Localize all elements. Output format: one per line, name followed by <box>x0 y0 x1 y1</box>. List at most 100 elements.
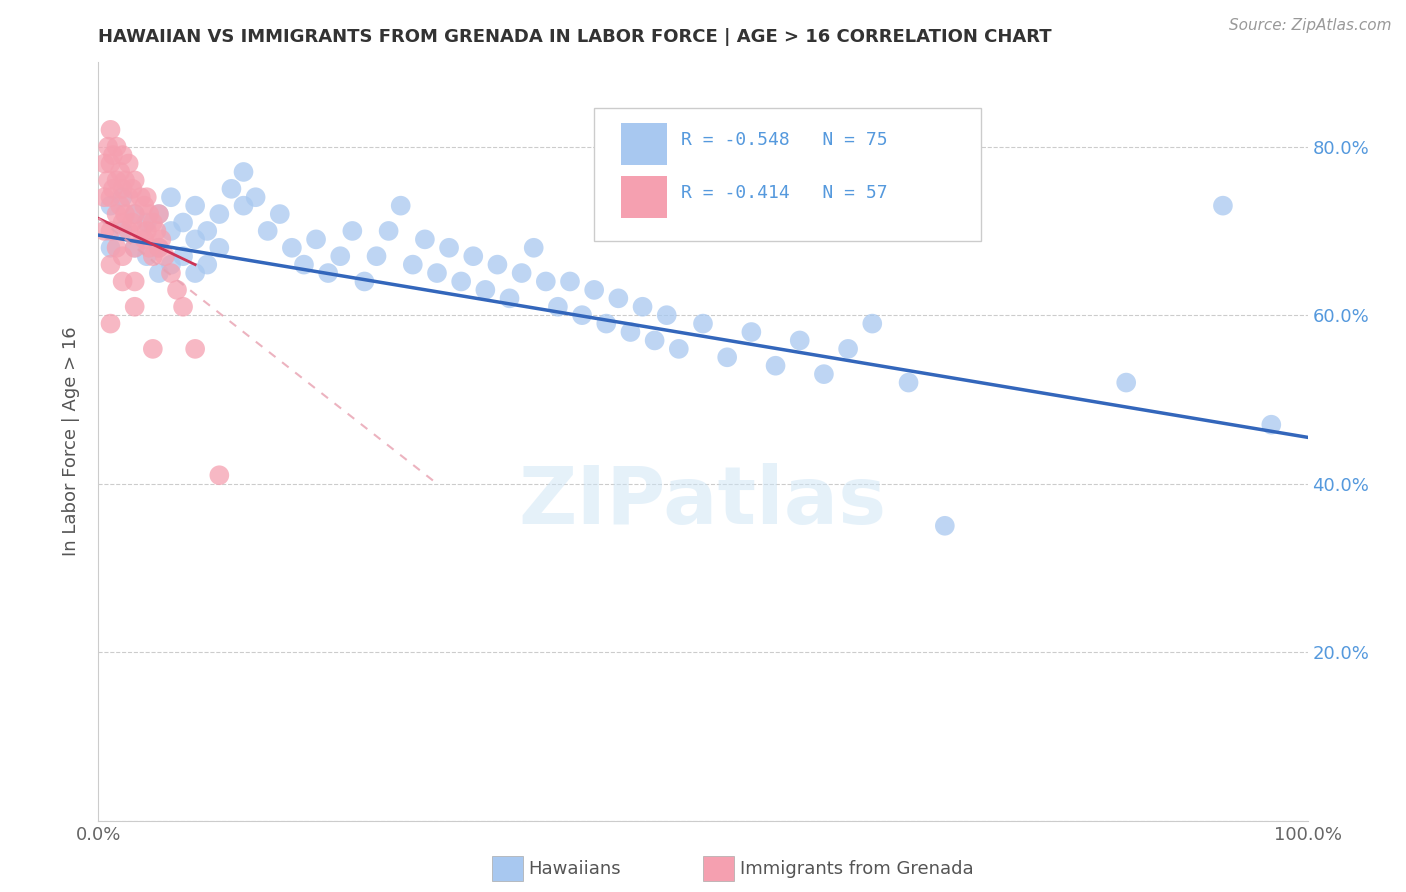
Point <box>111 182 134 196</box>
Point <box>184 342 207 356</box>
Point <box>655 308 678 322</box>
Point <box>208 468 231 483</box>
Point <box>897 376 920 390</box>
Point <box>402 258 425 272</box>
Point <box>100 199 122 213</box>
Point <box>118 156 141 170</box>
Point <box>150 232 173 246</box>
Point <box>124 241 146 255</box>
Point <box>138 207 160 221</box>
Point <box>135 215 157 229</box>
Point <box>571 308 593 322</box>
Point <box>692 317 714 331</box>
Point <box>105 139 128 153</box>
Point <box>716 351 738 365</box>
Point <box>118 190 141 204</box>
Text: HAWAIIAN VS IMMIGRANTS FROM GRENADA IN LABOR FORCE | AGE > 16 CORRELATION CHART: HAWAIIAN VS IMMIGRANTS FROM GRENADA IN L… <box>98 28 1052 45</box>
Point <box>93 224 115 238</box>
Point <box>426 266 449 280</box>
Point <box>111 190 134 204</box>
Point <box>281 241 304 255</box>
Point <box>160 266 183 280</box>
Point <box>97 173 120 187</box>
Point <box>100 317 122 331</box>
Text: ZIPatlas: ZIPatlas <box>519 463 887 541</box>
Point <box>124 275 146 289</box>
Point <box>108 199 131 213</box>
Bar <box>621 123 666 165</box>
Point <box>934 518 956 533</box>
Point <box>134 232 156 246</box>
Point <box>184 232 207 246</box>
Point <box>172 215 194 229</box>
Point <box>631 300 654 314</box>
Point <box>1115 376 1137 390</box>
Point <box>148 207 170 221</box>
Point <box>100 224 122 238</box>
Point <box>534 275 557 289</box>
Point <box>860 317 883 331</box>
Point <box>437 241 460 255</box>
Point <box>105 173 128 187</box>
Point <box>138 241 160 255</box>
Point <box>305 232 328 246</box>
Point <box>135 190 157 204</box>
Point <box>377 224 399 238</box>
Point <box>342 224 364 238</box>
Point <box>765 359 787 373</box>
Point <box>172 300 194 314</box>
Point <box>607 291 630 305</box>
Point <box>124 173 146 187</box>
Point <box>142 249 165 263</box>
Point <box>114 207 136 221</box>
Point <box>292 258 315 272</box>
Point <box>111 249 134 263</box>
Point <box>353 275 375 289</box>
Point <box>583 283 606 297</box>
Text: R = -0.548   N = 75: R = -0.548 N = 75 <box>682 131 887 149</box>
Point <box>668 342 690 356</box>
Point <box>474 283 496 297</box>
Point <box>124 300 146 314</box>
Point <box>160 258 183 272</box>
Point <box>100 258 122 272</box>
Point <box>121 215 143 229</box>
Point <box>100 156 122 170</box>
Point <box>644 334 666 348</box>
Point <box>153 249 176 263</box>
Point <box>221 182 243 196</box>
Point <box>101 182 124 196</box>
Point <box>256 224 278 238</box>
Point <box>142 215 165 229</box>
Point <box>100 241 122 255</box>
Point <box>111 224 134 238</box>
Point <box>100 123 122 137</box>
Point <box>114 173 136 187</box>
Point <box>111 275 134 289</box>
Point <box>135 249 157 263</box>
FancyBboxPatch shape <box>595 108 981 241</box>
Point <box>111 148 134 162</box>
Point <box>121 182 143 196</box>
Point <box>486 258 509 272</box>
Point <box>1260 417 1282 432</box>
Point <box>195 258 218 272</box>
Point <box>105 207 128 221</box>
Point <box>93 190 115 204</box>
Point <box>547 300 569 314</box>
Y-axis label: In Labor Force | Age > 16: In Labor Force | Age > 16 <box>62 326 80 557</box>
Point <box>789 334 811 348</box>
Point <box>134 199 156 213</box>
Point <box>166 283 188 297</box>
Point <box>148 241 170 255</box>
Text: R = -0.414   N = 57: R = -0.414 N = 57 <box>682 184 887 202</box>
Point <box>269 207 291 221</box>
Text: Immigrants from Grenada: Immigrants from Grenada <box>740 860 973 878</box>
Point <box>111 215 134 229</box>
Point <box>232 199 254 213</box>
Point <box>124 207 146 221</box>
Point <box>413 232 436 246</box>
Point <box>329 249 352 263</box>
Point <box>142 342 165 356</box>
Point <box>118 224 141 238</box>
